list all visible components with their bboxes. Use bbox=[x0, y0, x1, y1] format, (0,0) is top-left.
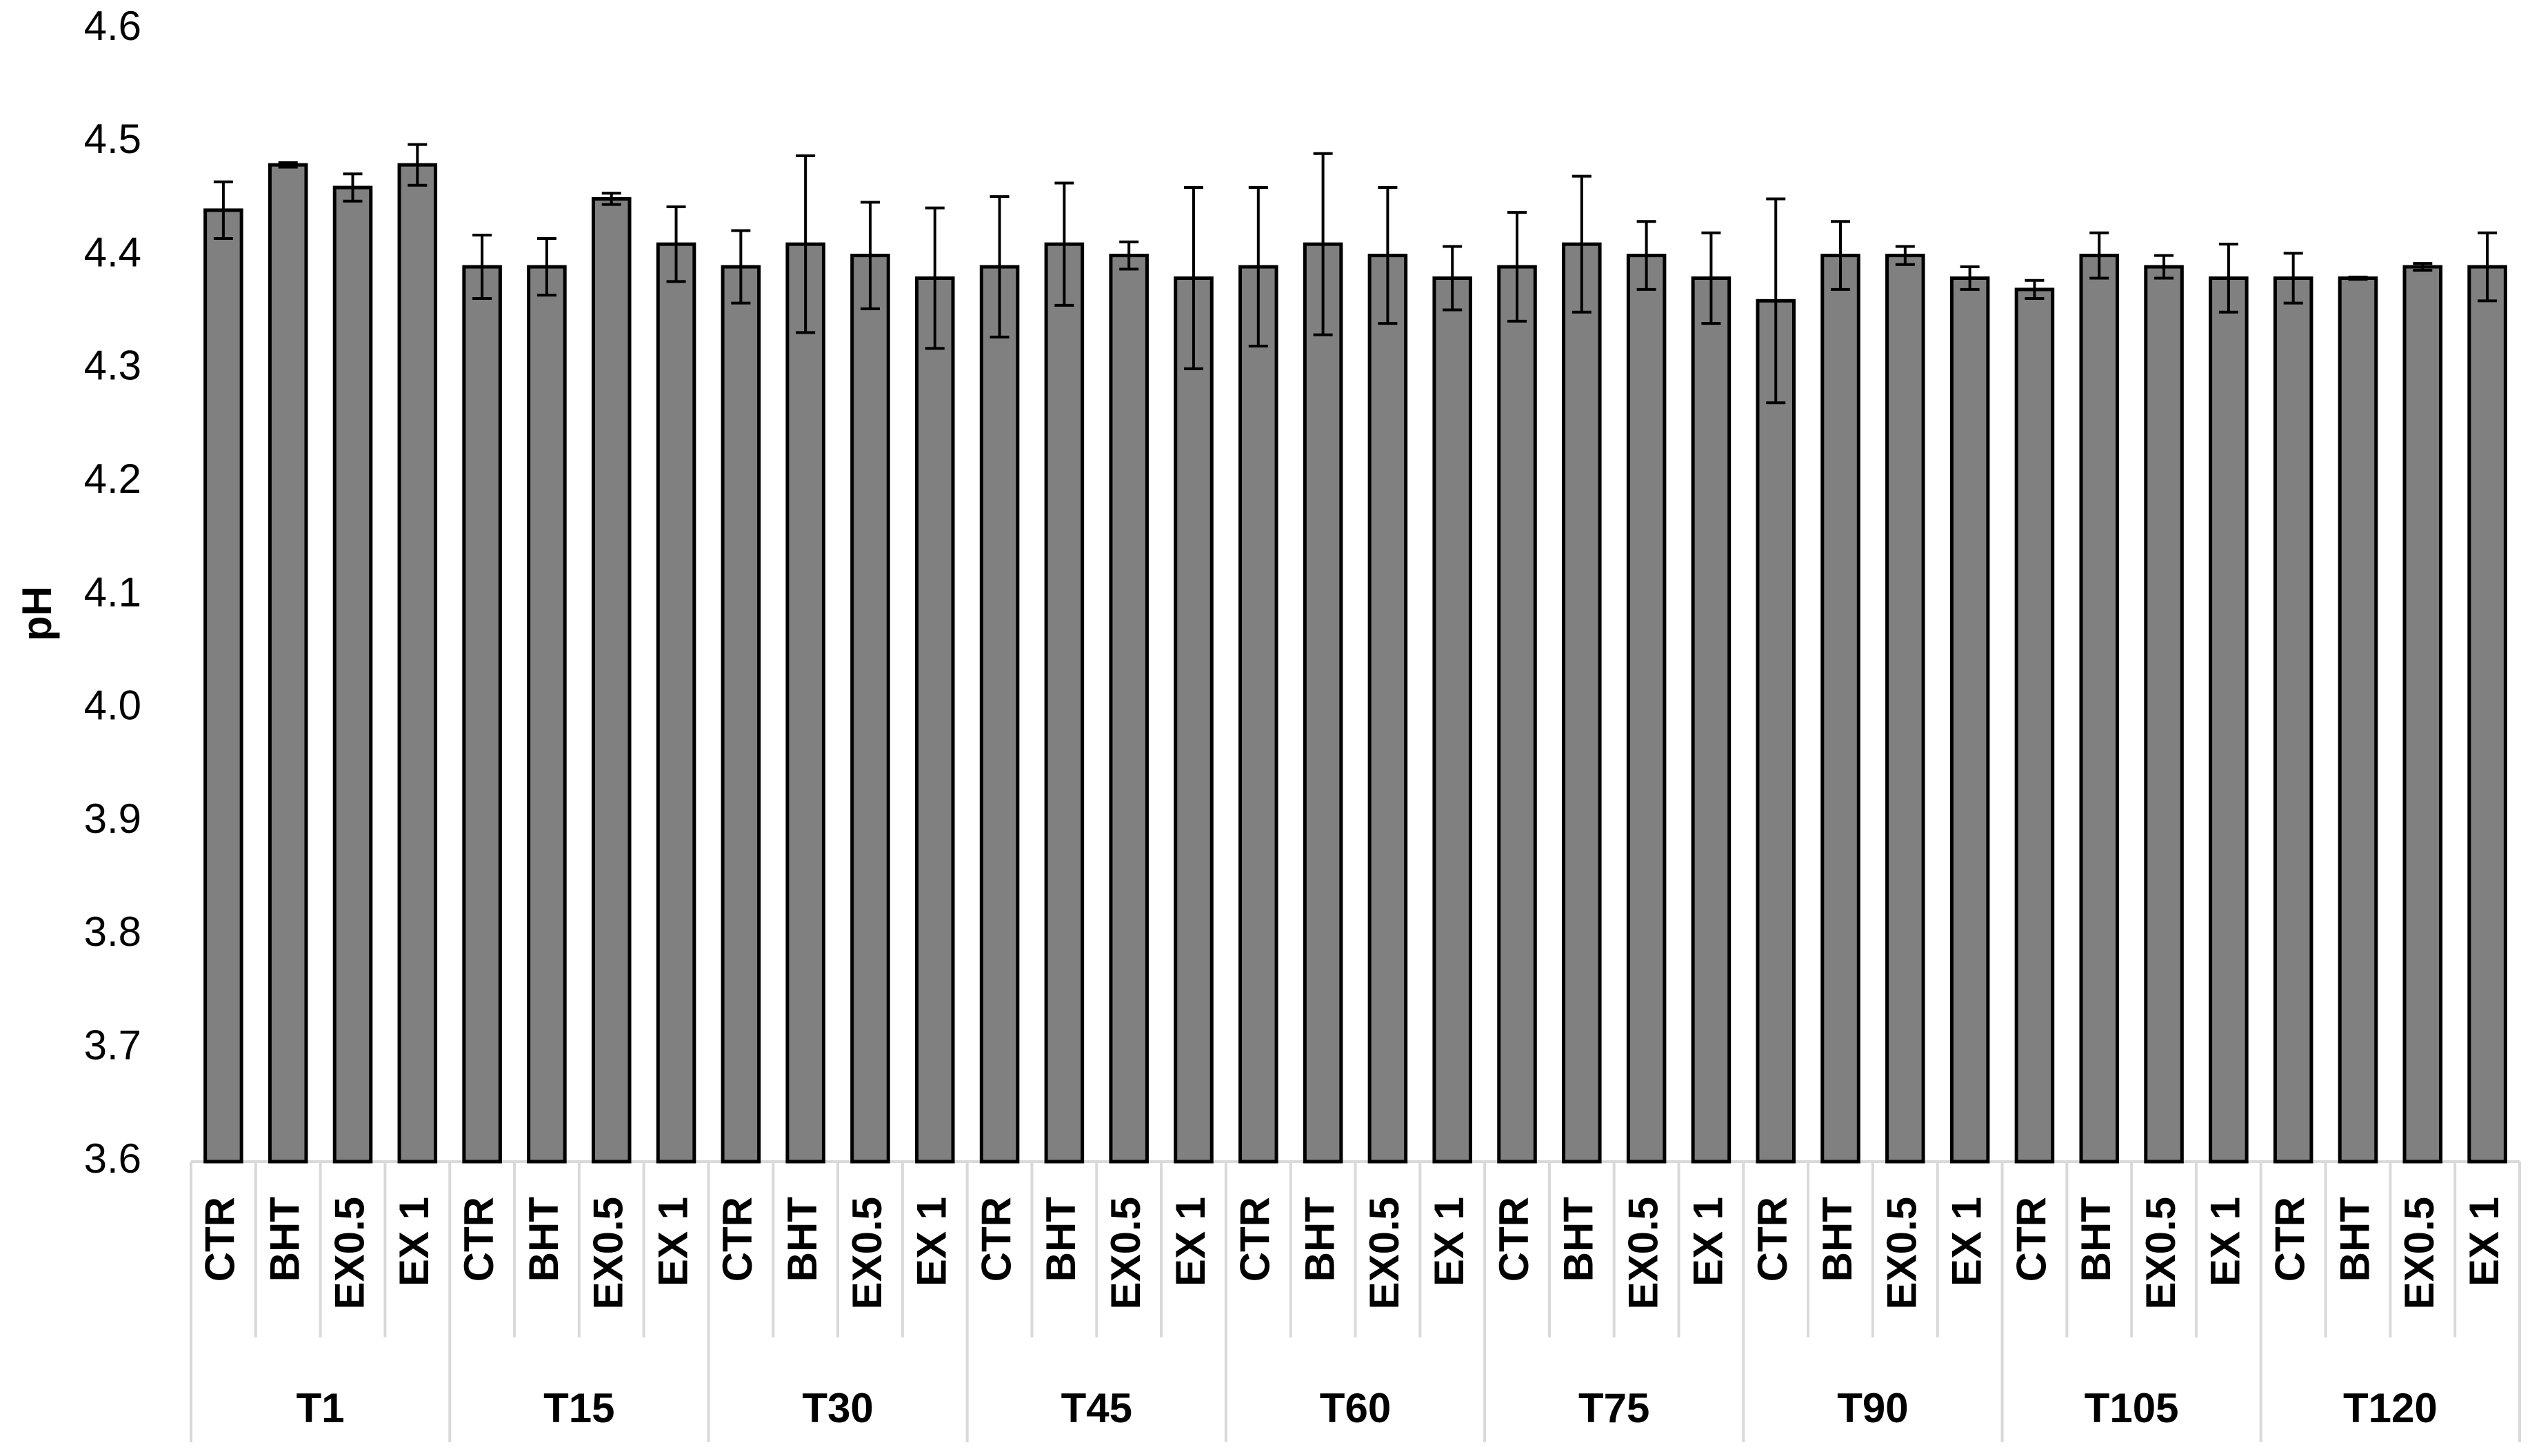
bar bbox=[1756, 299, 1796, 1164]
group-label: T45 bbox=[1061, 1385, 1132, 1431]
y-tick-label: 4.3 bbox=[84, 343, 141, 389]
x-tick-label: EX0.5 bbox=[844, 1197, 890, 1309]
x-tick-label: CTR bbox=[1491, 1197, 1537, 1282]
bar bbox=[2144, 265, 2184, 1164]
x-tick-label: CTR bbox=[1232, 1197, 1278, 1282]
bar bbox=[203, 208, 243, 1164]
bar bbox=[914, 276, 955, 1164]
x-tick-label: BHT bbox=[1814, 1197, 1860, 1282]
x-tick-label: CTR bbox=[2008, 1197, 2054, 1282]
x-tick-label: EX 1 bbox=[650, 1197, 696, 1286]
x-tick-label: EX 1 bbox=[1167, 1197, 1214, 1286]
bar bbox=[397, 163, 438, 1164]
bar bbox=[1691, 276, 1731, 1164]
x-tick-label: EX 1 bbox=[1943, 1197, 1989, 1286]
bar bbox=[1174, 276, 1214, 1164]
bar bbox=[1303, 242, 1343, 1164]
bar bbox=[1432, 276, 1472, 1164]
x-tick-label: EX 1 bbox=[909, 1197, 955, 1286]
x-tick-label: BHT bbox=[1296, 1197, 1343, 1282]
group-label: T105 bbox=[2085, 1385, 2179, 1431]
x-tick-label: CTR bbox=[1749, 1197, 1796, 1282]
bar bbox=[979, 265, 1020, 1164]
bar bbox=[1949, 276, 1990, 1164]
y-tick-label: 4.5 bbox=[84, 116, 141, 162]
bar bbox=[1626, 254, 1667, 1164]
x-tick-label: BHT bbox=[262, 1197, 308, 1282]
x-tick-label: EX0.5 bbox=[2396, 1197, 2442, 1309]
x-tick-label: EX 1 bbox=[1426, 1197, 1472, 1286]
y-tick-label: 3.7 bbox=[84, 1022, 141, 1069]
bar bbox=[1562, 242, 1602, 1164]
bar bbox=[656, 242, 696, 1164]
group-label: T60 bbox=[1320, 1385, 1391, 1431]
bar bbox=[850, 254, 890, 1164]
bar bbox=[1238, 265, 1278, 1164]
x-tick-label: CTR bbox=[197, 1197, 243, 1282]
x-tick-label: EX0.5 bbox=[1103, 1197, 1149, 1309]
bar bbox=[527, 265, 567, 1164]
y-tick-label: 4.0 bbox=[84, 682, 141, 729]
x-tick-label: EX 1 bbox=[391, 1197, 437, 1286]
bar bbox=[1044, 242, 1085, 1164]
x-tick-label: BHT bbox=[1556, 1197, 1602, 1282]
group-label: T1 bbox=[297, 1385, 345, 1431]
bar bbox=[462, 265, 502, 1164]
bar bbox=[332, 185, 373, 1164]
bar bbox=[2338, 276, 2378, 1164]
bar bbox=[2273, 276, 2313, 1164]
bar bbox=[2209, 276, 2249, 1164]
bar bbox=[268, 163, 308, 1164]
bar bbox=[2402, 265, 2443, 1164]
bar bbox=[2079, 254, 2120, 1164]
x-tick-label: CTR bbox=[2267, 1197, 2313, 1282]
x-tick-label: CTR bbox=[714, 1197, 761, 1282]
x-tick-label: BHT bbox=[2073, 1197, 2119, 1282]
bar bbox=[1497, 265, 1537, 1164]
x-tick-label: EX0.5 bbox=[585, 1197, 632, 1309]
x-tick-label: EX 1 bbox=[1685, 1197, 1731, 1286]
x-tick-label: EX0.5 bbox=[326, 1197, 372, 1309]
y-tick-label: 3.9 bbox=[84, 796, 141, 842]
bar bbox=[721, 265, 761, 1164]
group-label: T30 bbox=[802, 1385, 873, 1431]
y-tick-label: 3.6 bbox=[84, 1135, 141, 1182]
x-tick-label: EX0.5 bbox=[2138, 1197, 2184, 1309]
bar bbox=[2467, 265, 2507, 1164]
y-tick-label: 4.6 bbox=[84, 3, 141, 49]
x-tick-label: EX 1 bbox=[2461, 1197, 2507, 1286]
y-tick-label: 4.4 bbox=[84, 229, 141, 275]
group-label: T90 bbox=[1837, 1385, 1908, 1431]
y-tick-label: 4.1 bbox=[84, 569, 141, 615]
y-tick-label: 4.2 bbox=[84, 456, 141, 502]
x-tick-label: EX0.5 bbox=[1620, 1197, 1666, 1309]
x-tick-label: BHT bbox=[779, 1197, 825, 1282]
bar bbox=[1885, 254, 1925, 1164]
bar bbox=[2014, 287, 2055, 1164]
y-tick-label: 3.8 bbox=[84, 909, 141, 955]
bar bbox=[1367, 254, 1408, 1164]
group-label: T75 bbox=[1578, 1385, 1649, 1431]
x-tick-label: BHT bbox=[1038, 1197, 1084, 1282]
bar bbox=[1109, 254, 1149, 1164]
x-tick-label: BHT bbox=[2331, 1197, 2378, 1282]
group-label: T120 bbox=[2343, 1385, 2438, 1431]
bar bbox=[591, 196, 632, 1164]
x-tick-label: CTR bbox=[973, 1197, 1019, 1282]
x-tick-label: EX0.5 bbox=[1879, 1197, 1925, 1309]
x-tick-label: CTR bbox=[456, 1197, 502, 1282]
x-tick-label: BHT bbox=[521, 1197, 567, 1282]
x-tick-label: EX0.5 bbox=[1361, 1197, 1407, 1309]
bar bbox=[1820, 254, 1860, 1164]
y-axis-title: pH bbox=[14, 586, 60, 641]
bar bbox=[785, 242, 825, 1164]
group-label: T15 bbox=[543, 1385, 614, 1431]
x-tick-label: EX 1 bbox=[2202, 1197, 2249, 1286]
